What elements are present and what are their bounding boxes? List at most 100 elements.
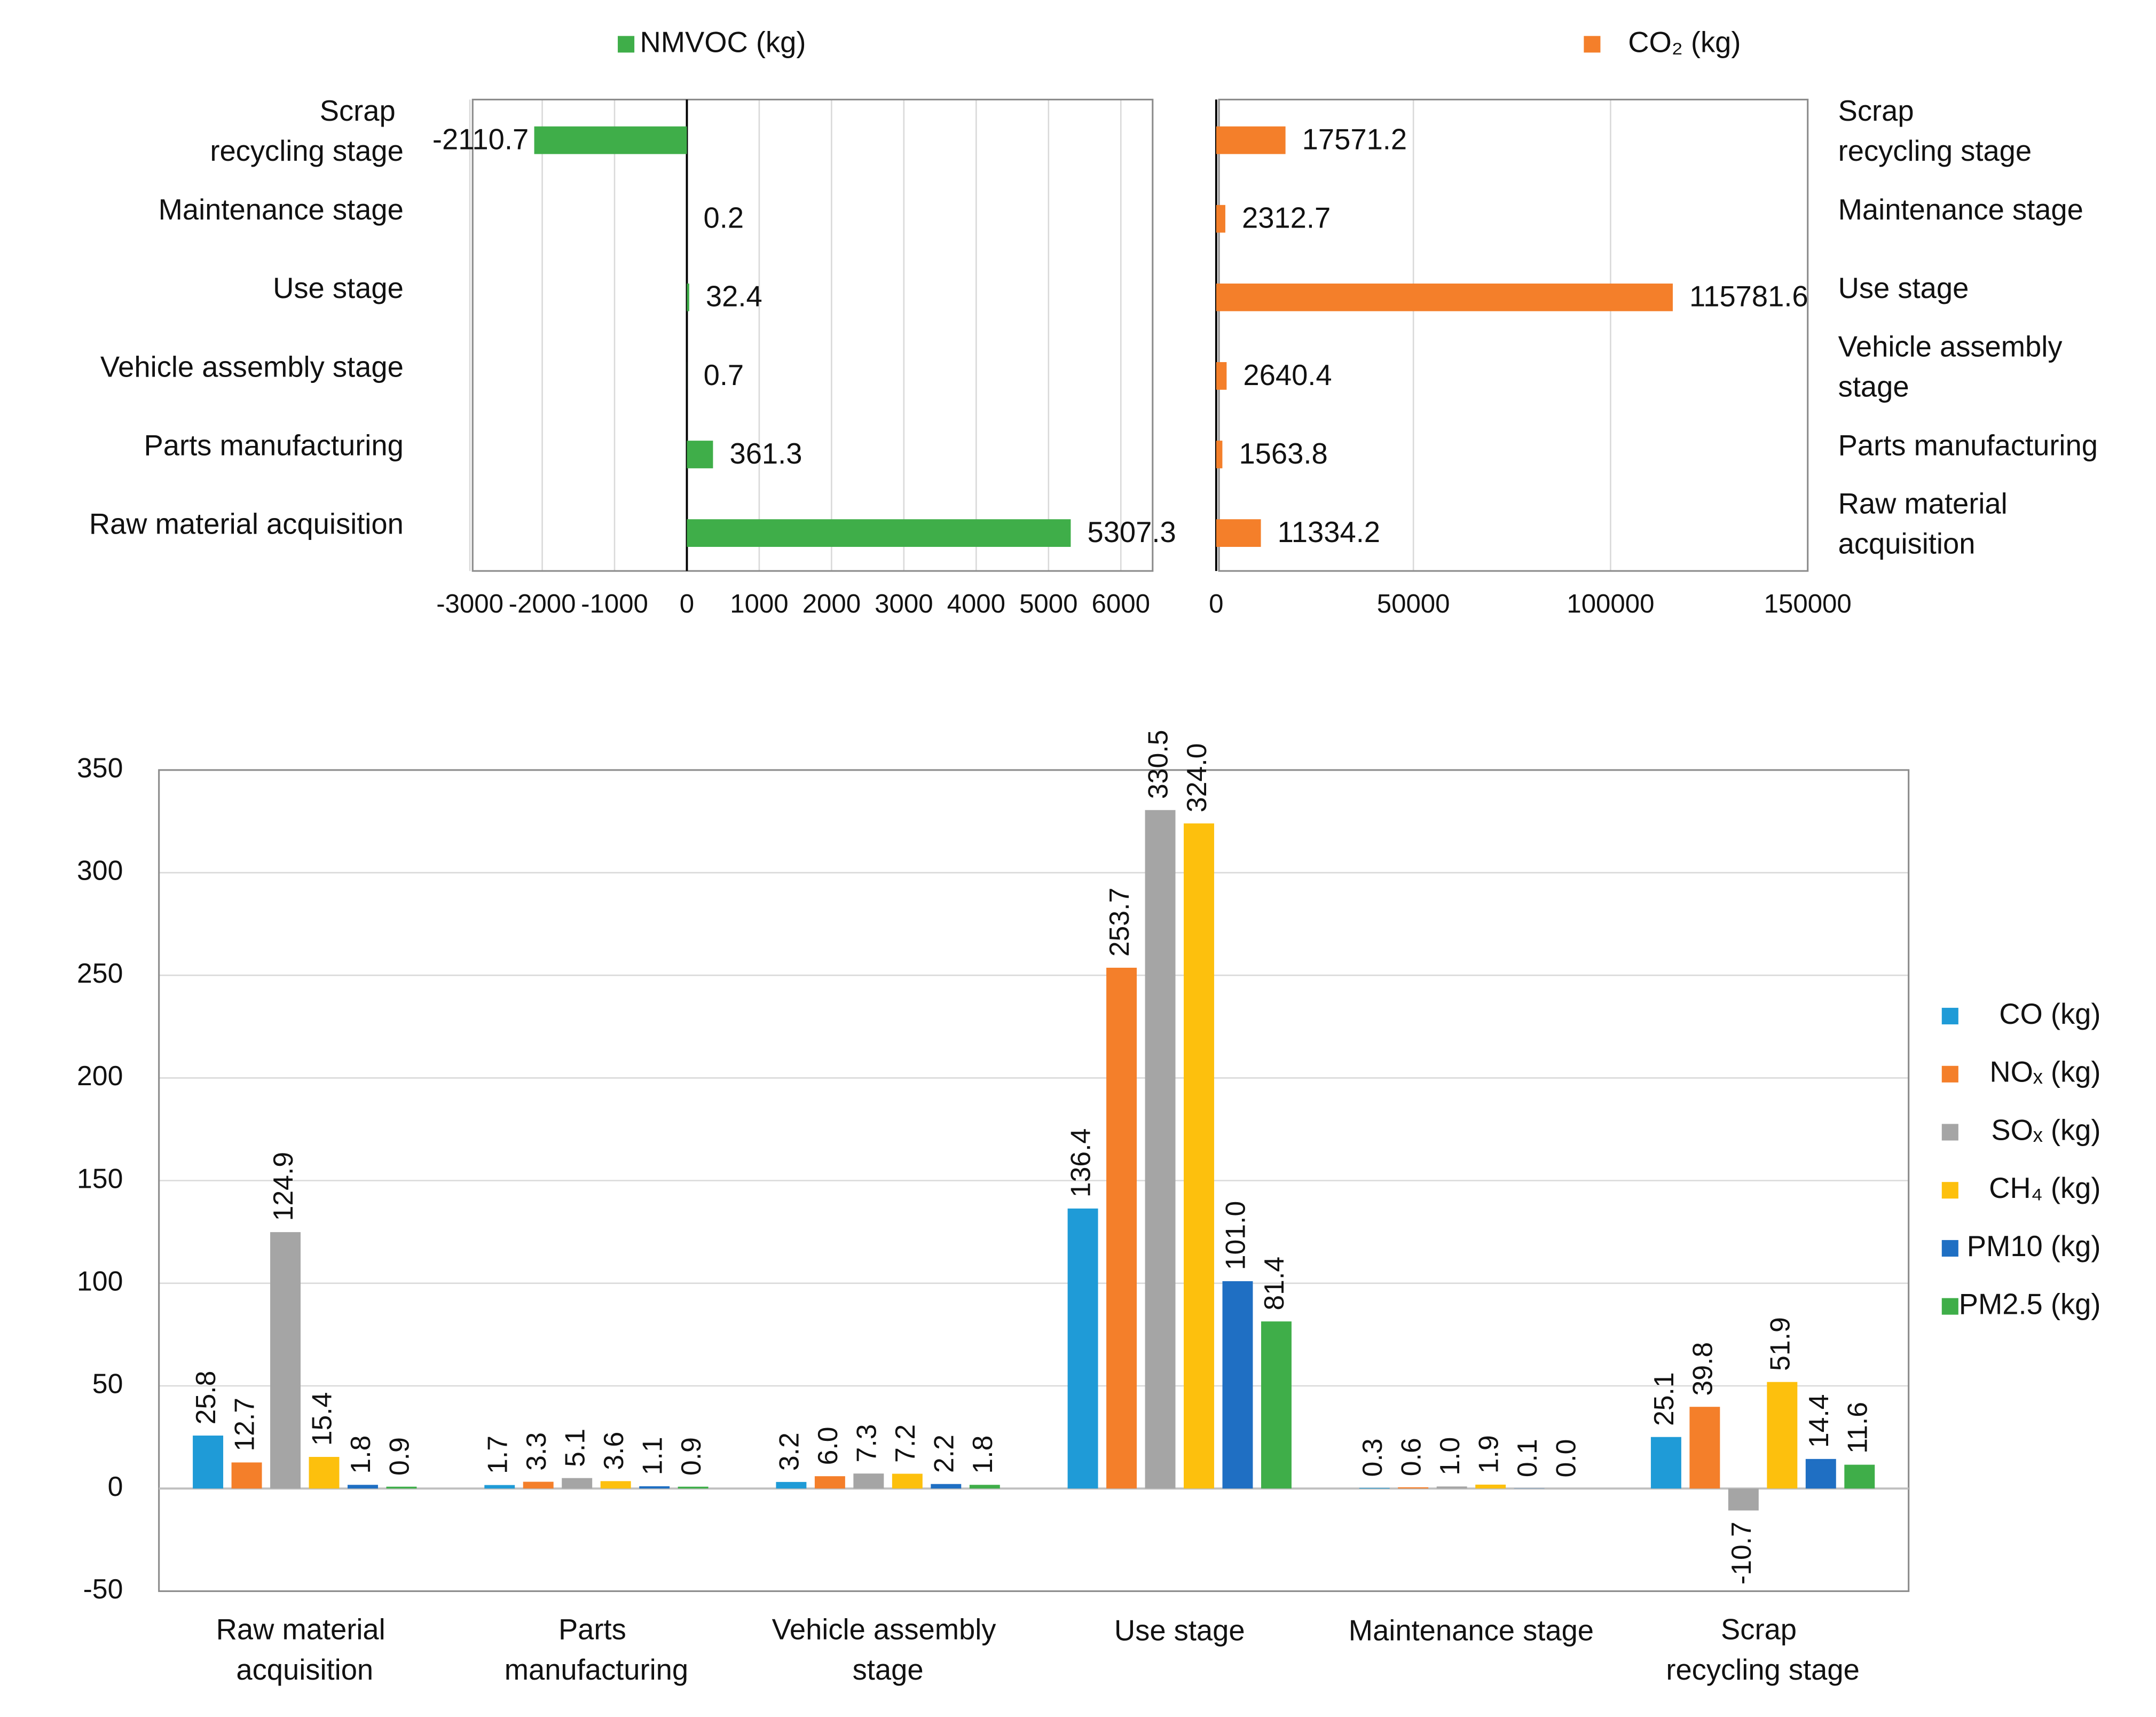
y-tick-label: 150 — [77, 1163, 123, 1194]
bar — [776, 1481, 807, 1489]
y-tick-label: 50 — [92, 1368, 123, 1399]
data-label: 0.1 — [1512, 1439, 1543, 1477]
bar — [1261, 1321, 1292, 1489]
bar — [1067, 1208, 1098, 1489]
bar — [193, 1436, 224, 1489]
x-tick-label: 0 — [680, 589, 694, 618]
legend-swatch — [618, 36, 635, 53]
bar — [1216, 126, 1286, 154]
y-tick-label: 100 — [77, 1265, 123, 1296]
bar — [1145, 810, 1176, 1489]
bar — [600, 1481, 631, 1489]
bar — [386, 1486, 417, 1489]
x-tick-label: 6000 — [1092, 589, 1150, 618]
data-label: 11.6 — [1842, 1402, 1872, 1454]
data-label: 330.5 — [1143, 730, 1174, 799]
legend-label: NMVOC (kg) — [640, 26, 806, 58]
bar — [639, 1486, 670, 1489]
data-label: 0.6 — [1395, 1438, 1426, 1476]
plot-frame — [1218, 98, 1809, 572]
category-label: Maintenance stage — [159, 193, 404, 226]
bar — [678, 1486, 709, 1489]
data-label: 0.0 — [1550, 1439, 1581, 1478]
category-label: Use stage — [1114, 1614, 1245, 1647]
bar — [309, 1456, 340, 1489]
bar — [231, 1462, 262, 1489]
category-label: Vehicle assembly stage — [100, 350, 404, 383]
data-label: 51.9 — [1764, 1317, 1795, 1371]
bar — [814, 1476, 845, 1489]
legend-label: SOₓ (kg) — [1991, 1114, 2100, 1146]
bar — [969, 1485, 1000, 1489]
category-label: Use stage — [1838, 272, 1969, 304]
bar — [687, 441, 713, 468]
data-label: 7.2 — [890, 1424, 920, 1463]
category-label: Use stage — [273, 272, 404, 304]
data-label: 2640.4 — [1243, 359, 1332, 391]
category-label: Vehicle assembly stage — [772, 1613, 1004, 1686]
category-label: Scrap recycling stage — [1838, 95, 2032, 167]
legend-swatch — [1941, 1240, 1958, 1257]
legend-label: CO₂ (kg) — [1628, 26, 1741, 58]
category-label: Raw material acquisition — [89, 508, 404, 540]
data-label: -10.7 — [1726, 1522, 1757, 1585]
x-tick-label: 5000 — [1019, 589, 1077, 618]
data-label: -2110.7 — [432, 123, 529, 156]
data-label: 3.3 — [521, 1432, 552, 1471]
bar — [1689, 1407, 1720, 1489]
bar — [1844, 1464, 1875, 1489]
data-label: 0.7 — [704, 359, 744, 391]
bar — [853, 1473, 884, 1489]
bar — [1222, 1281, 1253, 1489]
category-label: Parts manufacturing — [144, 429, 404, 461]
data-label: 361.3 — [729, 437, 802, 470]
bar — [687, 283, 689, 311]
data-label: 25.8 — [190, 1371, 221, 1425]
bar — [687, 519, 1071, 547]
data-label: 136.4 — [1065, 1128, 1096, 1198]
data-label: 5.1 — [559, 1429, 590, 1467]
data-label: 81.4 — [1258, 1257, 1289, 1311]
data-label: 1563.8 — [1239, 437, 1327, 470]
data-label: 253.7 — [1104, 888, 1135, 957]
x-tick-label: -2000 — [509, 589, 576, 618]
bar — [562, 1478, 593, 1489]
data-label: 0.3 — [1357, 1438, 1388, 1477]
category-label: Raw material acquisition — [1838, 488, 2016, 560]
data-label: 1.8 — [345, 1436, 376, 1474]
x-tick-label: 4000 — [947, 589, 1005, 618]
data-label: 7.3 — [851, 1424, 882, 1462]
x-tick-label: -3000 — [436, 589, 503, 618]
bar — [931, 1484, 962, 1489]
data-label: 5307.3 — [1087, 516, 1176, 548]
x-tick-label: 1000 — [730, 589, 788, 618]
x-tick-label: 3000 — [875, 589, 933, 618]
data-label: 1.0 — [1434, 1437, 1465, 1476]
bar — [1728, 1488, 1759, 1511]
bar — [1475, 1484, 1506, 1489]
y-tick-label: 350 — [77, 752, 123, 783]
data-label: 2312.7 — [1242, 202, 1331, 234]
y-tick-label: 0 — [108, 1471, 123, 1502]
data-label: 11334.2 — [1278, 516, 1380, 548]
bar — [1184, 823, 1214, 1489]
bar — [1216, 519, 1261, 547]
data-label: 0.2 — [704, 202, 744, 234]
data-label: 12.7 — [229, 1398, 260, 1452]
x-tick-label: 2000 — [802, 589, 861, 618]
data-label: 14.4 — [1803, 1394, 1834, 1448]
bar — [347, 1485, 378, 1489]
category-label: Parts manufacturing — [505, 1613, 688, 1686]
bar — [1650, 1437, 1681, 1489]
bar — [1436, 1486, 1467, 1489]
data-label: 25.1 — [1648, 1372, 1679, 1426]
legend-label: NOₓ (kg) — [1989, 1056, 2100, 1088]
data-label: 15.4 — [306, 1392, 337, 1446]
data-label: 6.0 — [812, 1426, 843, 1465]
category-label: Maintenance stage — [1838, 193, 2083, 226]
bar — [484, 1485, 515, 1489]
y-tick-label: 200 — [77, 1060, 123, 1091]
bar — [1805, 1459, 1836, 1489]
data-label: 1.8 — [967, 1436, 998, 1474]
